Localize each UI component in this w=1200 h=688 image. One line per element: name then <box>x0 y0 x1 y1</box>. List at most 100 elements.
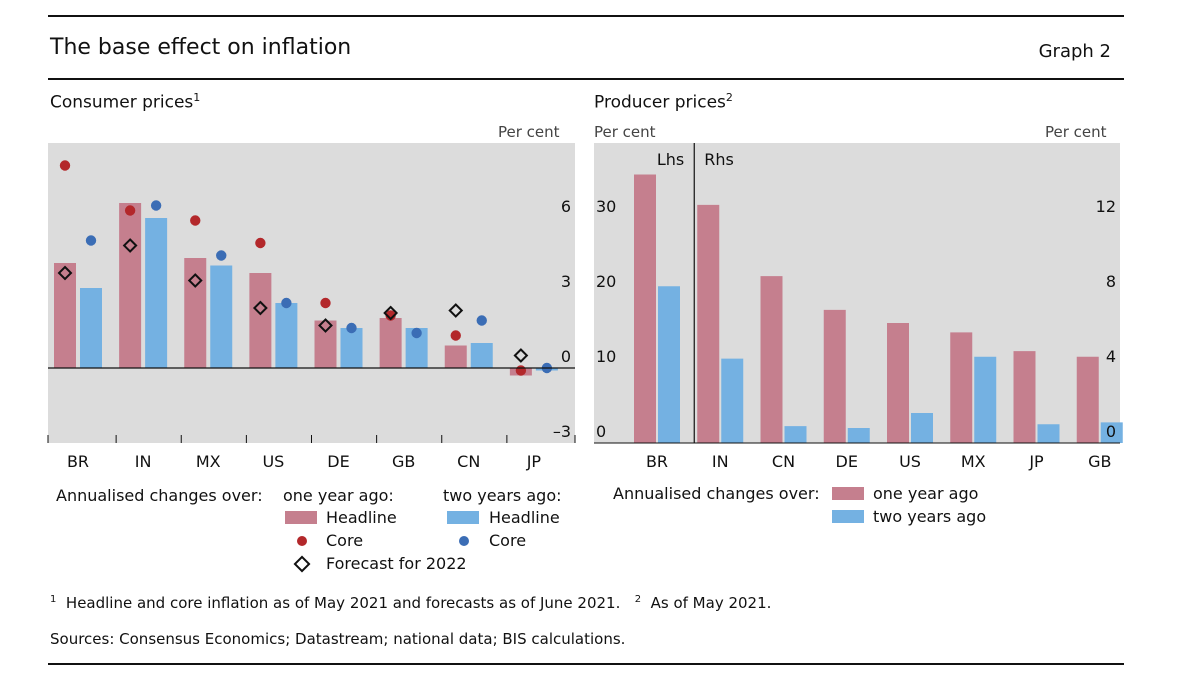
left-y-tick-label-2: 3 <box>561 272 571 291</box>
legend-label-core-two-year: Core <box>489 531 527 550</box>
pp-bar-one-year-CN <box>760 276 783 443</box>
pp-bar-two-year-IN <box>721 358 744 443</box>
pp-bar-two-year-US <box>911 413 933 443</box>
pp-right-tick-label-3: 12 <box>1096 197 1116 216</box>
pp-bar-two-year-MX <box>974 356 997 443</box>
bar-headline-two-year-US <box>275 303 298 368</box>
footnote-2-marker: 2 <box>634 594 642 605</box>
header-rule <box>48 78 1124 80</box>
pp-category-label-JP: JP <box>1028 452 1044 471</box>
bar-headline-one-year-CN <box>444 345 467 368</box>
sources-note: Sources: Consensus Economics; Datastream… <box>50 630 626 648</box>
legend-swatch-headline-one-year <box>285 511 317 524</box>
dot-core-two-year-CN <box>476 315 487 326</box>
bar-headline-one-year-GB <box>379 318 402 368</box>
bar-headline-two-year-DE <box>340 328 363 368</box>
right-chart-title-footnote: 2 <box>725 91 733 104</box>
pp-bar-two-year-JP <box>1037 424 1060 443</box>
right-chart-title-text: Producer prices <box>594 92 726 113</box>
left-legend-two-year-heading: two years ago: <box>443 486 562 505</box>
pp-bar-two-year-CN <box>784 426 807 443</box>
dot-core-one-year-MX <box>190 215 201 226</box>
diamond-forecast-GB <box>383 305 399 321</box>
pp-bar-two-year-DE <box>847 428 870 443</box>
footnote-1: 1 Headline and core inflation as of May … <box>50 594 771 612</box>
bar-headline-one-year-DE <box>314 320 337 368</box>
dot-core-one-year-CN <box>450 330 461 341</box>
category-label-MX: MX <box>196 452 221 471</box>
pp-bar-one-year-BR <box>634 174 656 443</box>
bar-headline-two-year-GB <box>405 328 428 368</box>
pp-category-label-US: US <box>899 452 921 471</box>
category-label-DE: DE <box>327 452 349 471</box>
left-chart-unit-right: Per cent <box>498 123 560 141</box>
right-chart-unit-right: Per cent <box>1045 123 1107 141</box>
pp-category-label-IN: IN <box>712 452 729 471</box>
pp-category-label-GB: GB <box>1088 452 1111 471</box>
pp-category-label-BR: BR <box>646 452 668 471</box>
bar-headline-two-year-BR <box>80 288 102 368</box>
footnote-1-marker: 1 <box>50 594 57 605</box>
bar-headline-two-year-CN <box>470 343 493 368</box>
legend-label-headline-one-year: Headline <box>326 508 397 527</box>
bottom-rule <box>48 663 1124 665</box>
diamond-forecast-IN <box>122 238 138 253</box>
pp-bar-one-year-MX <box>950 332 973 443</box>
pp-bar-one-year-IN <box>697 204 720 443</box>
dot-core-two-year-MX <box>216 250 227 261</box>
legend-swatch-headline-two-year <box>447 511 479 524</box>
left-legend-intro: Annualised changes over: <box>56 486 263 505</box>
right-chart-title: Producer prices2 <box>594 91 733 113</box>
left-chart-title: Consumer prices1 <box>50 91 200 113</box>
right-legend-swatch-one-year <box>832 487 864 500</box>
pp-category-label-DE: DE <box>836 452 858 471</box>
legend-dot-core-two-year <box>459 536 469 546</box>
diamond-forecast-DE <box>318 318 333 333</box>
dot-core-two-year-DE <box>346 322 357 334</box>
diamond-forecast-JP <box>513 348 529 363</box>
right-legend-swatch-two-year <box>832 510 864 523</box>
category-label-JP: JP <box>526 452 542 471</box>
dot-core-one-year-DE <box>320 297 331 309</box>
left-legend-one-year-heading: one year ago: <box>283 486 394 505</box>
bar-headline-two-year-IN <box>145 218 168 368</box>
category-label-IN: IN <box>135 452 152 471</box>
footnote-2-text: As of May 2021. <box>650 594 772 612</box>
category-label-CN: CN <box>457 452 480 471</box>
top-rule <box>48 15 1124 17</box>
diamond-forecast-BR <box>57 265 73 281</box>
dot-core-one-year-IN <box>124 205 136 216</box>
left-y-tick-label-0: –3 <box>553 422 571 441</box>
footnote-1-text: Headline and core inflation as of May 20… <box>65 594 621 612</box>
dot-core-one-year-GB <box>385 310 396 321</box>
category-label-BR: BR <box>67 452 89 471</box>
pp-right-tick-label-1: 4 <box>1106 347 1116 366</box>
dot-core-two-year-US <box>281 297 292 309</box>
dot-core-two-year-IN <box>150 200 162 211</box>
dot-core-one-year-US <box>255 237 266 249</box>
bar-headline-one-year-IN <box>119 203 142 368</box>
pp-left-tick-label-2: 20 <box>596 272 616 291</box>
category-label-GB: GB <box>392 452 415 471</box>
pp-bar-two-year-GB <box>1100 422 1123 443</box>
bar-headline-one-year-MX <box>184 258 207 368</box>
bar-headline-one-year-US <box>249 273 272 368</box>
legend-label-core-one-year: Core <box>326 531 364 550</box>
right-legend-intro: Annualised changes over: <box>613 484 820 503</box>
left-y-tick-label-3: 6 <box>561 197 571 216</box>
lhs-label: Lhs <box>657 150 684 169</box>
graph-title: The base effect on inflation <box>50 35 352 60</box>
pp-bar-two-year-BR <box>658 286 680 443</box>
left-chart-title-text: Consumer prices <box>50 92 194 113</box>
right-legend-label-two-year: two years ago <box>873 507 987 526</box>
left-chart-title-footnote: 1 <box>193 91 201 104</box>
pp-left-tick-label-3: 30 <box>596 197 616 216</box>
diamond-forecast-US <box>252 300 268 316</box>
dot-core-one-year-JP <box>515 365 527 376</box>
diamond-forecast-MX <box>187 273 203 288</box>
pp-left-tick-label-1: 10 <box>596 347 616 366</box>
left-y-tick-label-1: 0 <box>561 347 571 366</box>
bar-headline-two-year-MX <box>210 265 233 368</box>
graph-number: Graph 2 <box>1038 41 1111 62</box>
